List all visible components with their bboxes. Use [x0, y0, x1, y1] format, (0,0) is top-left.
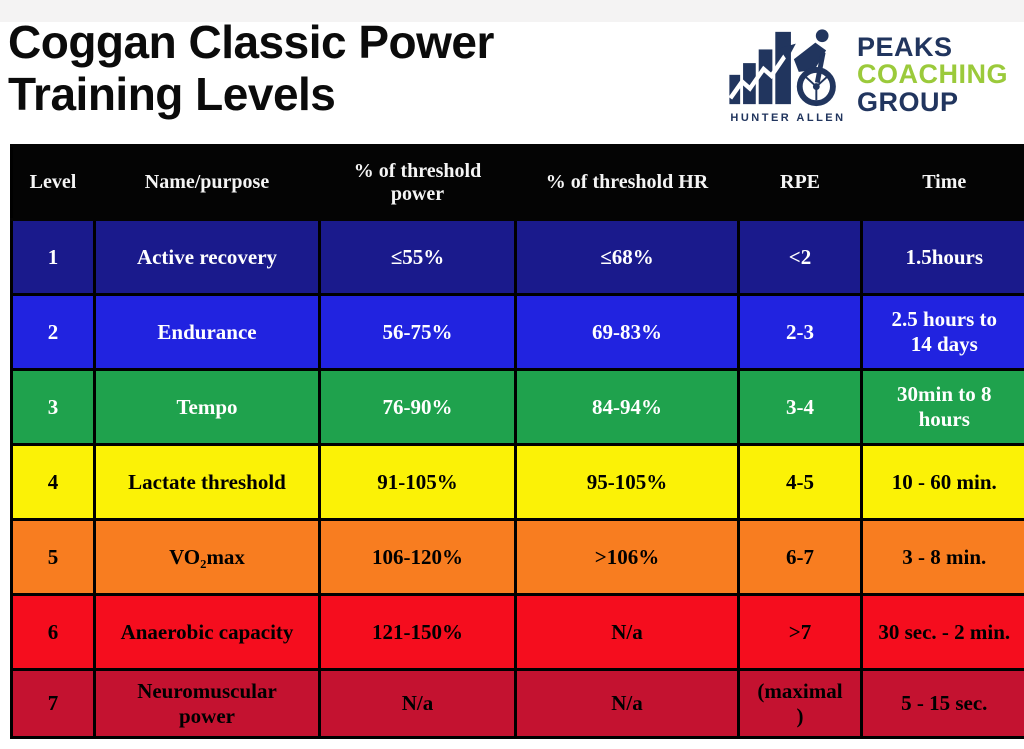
cell-level: 5 [10, 518, 96, 596]
column-header-rpe: RPE [737, 144, 863, 221]
cell-rpe: (maximal ) [737, 668, 863, 739]
table-row-level-5: 5 VO₂max 106-120% >106% 6-7 3 - 8 min. [10, 518, 1024, 596]
cell-hr: ≤68% [514, 218, 740, 296]
cell-power: N/a [318, 668, 517, 739]
cell-hr: 95-105% [514, 443, 740, 521]
table-row-level-6: 6 Anaerobic capacity 121-150% N/a >7 30 … [10, 593, 1024, 671]
cell-time: 30 sec. - 2 min. [860, 593, 1024, 671]
table-row-level-1: 1 Active recovery ≤55% ≤68% <2 1.5hours [10, 218, 1024, 296]
top-strip [0, 0, 1024, 22]
cell-time: 3 - 8 min. [860, 518, 1024, 596]
cell-power: 76-90% [318, 368, 517, 446]
cell-time: 30min to 8 hours [860, 368, 1024, 446]
table-row-level-2: 2 Endurance 56-75% 69-83% 2-3 2.5 hours … [10, 293, 1024, 371]
cell-time: 2.5 hours to 14 days [860, 293, 1024, 371]
cell-name: Neuromuscular power [93, 668, 321, 739]
cell-time: 10 - 60 min. [860, 443, 1024, 521]
cell-rpe: 4-5 [737, 443, 863, 521]
column-header-hr: % of threshold HR [514, 144, 740, 221]
cell-hr: N/a [514, 668, 740, 739]
cell-level: 3 [10, 368, 96, 446]
peaks-coaching-group-logo: HUNTER ALLEN PEAKS COACHING GROUP [729, 26, 1008, 124]
cell-level: 4 [10, 443, 96, 521]
cell-power: 56-75% [318, 293, 517, 371]
cell-power: 91-105% [318, 443, 517, 521]
table-row-level-3: 3 Tempo 76-90% 84-94% 3-4 30min to 8 hou… [10, 368, 1024, 446]
cell-rpe: 3-4 [737, 368, 863, 446]
cell-name: VO₂max [93, 518, 321, 596]
cell-name: Tempo [93, 368, 321, 446]
page-title: Coggan Classic Power Training Levels [8, 16, 494, 121]
cell-name: Endurance [93, 293, 321, 371]
column-header-level: Level [10, 144, 96, 221]
cell-level: 2 [10, 293, 96, 371]
column-header-time: Time [860, 144, 1024, 221]
cell-hr: 84-94% [514, 368, 740, 446]
logo-word-coaching: COACHING [857, 59, 1008, 90]
cell-name: Anaerobic capacity [93, 593, 321, 671]
logo-mark: HUNTER ALLEN [729, 26, 847, 124]
column-header-name: Name/purpose [93, 144, 321, 221]
column-header-power: % of threshold power [318, 144, 517, 221]
cell-level: 6 [10, 593, 96, 671]
logo-wordmark: PEAKS COACHING GROUP [857, 31, 1008, 117]
table-header-row: Level Name/purpose % of threshold power … [10, 144, 1024, 221]
hunter-allen-label: HUNTER ALLEN [730, 112, 846, 124]
cell-power: ≤55% [318, 218, 517, 296]
page-title-line2: Training Levels [8, 68, 336, 121]
cell-level: 7 [10, 668, 96, 739]
cell-hr: N/a [514, 593, 740, 671]
cell-rpe: >7 [737, 593, 863, 671]
table-row-level-7: 7 Neuromuscular power N/a N/a (maximal )… [10, 668, 1024, 739]
cell-hr: 69-83% [514, 293, 740, 371]
cell-time: 1.5hours [860, 218, 1024, 296]
logo-word-peaks: PEAKS [857, 31, 953, 62]
cell-power: 106-120% [318, 518, 517, 596]
page-title-line1: Coggan Classic Power [8, 16, 494, 68]
cell-rpe: <2 [737, 218, 863, 296]
training-levels-table: Level Name/purpose % of threshold power … [10, 144, 1024, 739]
cell-name: Lactate threshold [93, 443, 321, 521]
cell-rpe: 6-7 [737, 518, 863, 596]
cell-time: 5 - 15 sec. [860, 668, 1024, 739]
cell-hr: >106% [514, 518, 740, 596]
cell-level: 1 [10, 218, 96, 296]
logo-word-group: GROUP [857, 86, 959, 117]
cell-name: Active recovery [93, 218, 321, 296]
cell-rpe: 2-3 [737, 293, 863, 371]
bar-chart-cyclist-logo-icon [729, 29, 836, 107]
table-row-level-4: 4 Lactate threshold 91-105% 95-105% 4-5 … [10, 443, 1024, 521]
cell-power: 121-150% [318, 593, 517, 671]
